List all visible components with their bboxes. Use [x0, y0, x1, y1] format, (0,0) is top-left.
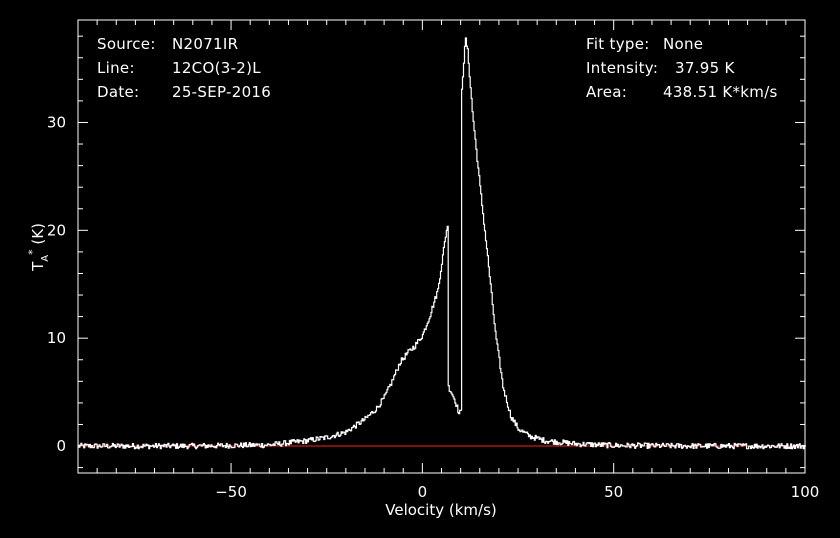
x-tick-label: 100: [791, 483, 820, 501]
y-axis-label: TA* (K): [26, 223, 51, 272]
intensity-value: 37.95 K: [675, 59, 735, 77]
source-value: N2071IR: [172, 35, 239, 53]
svg-text:TA* (K): TA* (K): [26, 223, 51, 272]
axis-tick-labels: −50 0 50 100 0 10 20 30: [47, 113, 819, 501]
area-value: 438.51 K*km/s: [663, 83, 778, 101]
axis-ticks: [77, 20, 806, 473]
x-tick-label: 0: [418, 483, 428, 501]
y-tick-label: 30: [47, 113, 66, 131]
date-label: Date:: [97, 83, 140, 101]
y-tick-label: 0: [56, 437, 66, 455]
source-label: Source:: [97, 35, 156, 53]
line-label: Line:: [97, 59, 135, 77]
x-tick-label: −50: [215, 483, 247, 501]
fit-type-label: Fit type:: [586, 35, 650, 53]
area-label: Area:: [586, 83, 628, 101]
spectrum-line: [78, 37, 806, 450]
x-axis-label: Velocity (km/s): [385, 501, 496, 519]
date-value: 25-SEP-2016: [172, 83, 272, 101]
plot-frame: [77, 19, 806, 474]
fit-type-value: None: [663, 35, 704, 53]
y-tick-label: 10: [47, 329, 66, 347]
intensity-label: Intensity:: [586, 59, 659, 77]
x-tick-label: 50: [604, 483, 623, 501]
line-value: 12CO(3-2)L: [172, 59, 261, 77]
y-tick-label: 20: [47, 221, 66, 239]
